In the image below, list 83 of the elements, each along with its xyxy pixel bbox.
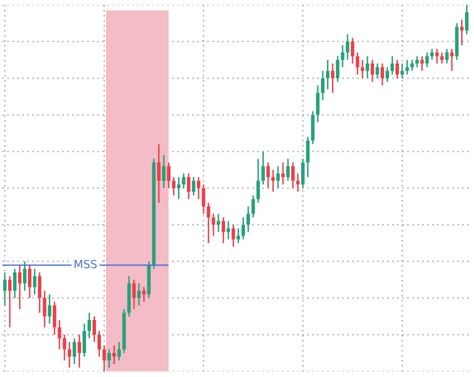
- candlestick: [256, 158, 260, 204]
- candlestick: [82, 323, 86, 358]
- candlestick: [236, 228, 240, 244]
- candlestick: [142, 286, 146, 302]
- candlestick: [22, 260, 26, 292]
- candlestick: [42, 290, 46, 328]
- candlestick: [440, 52, 444, 64]
- candlestick: [425, 52, 429, 68]
- candlestick: [32, 268, 36, 296]
- candlestick: [380, 62, 384, 86]
- candlestick: [38, 272, 42, 314]
- candlestick: [97, 330, 101, 358]
- candlestick: [162, 154, 166, 189]
- candlestick: [202, 184, 206, 214]
- candlestick: [117, 341, 121, 362]
- candlestick: [172, 176, 176, 196]
- candlestick: [450, 48, 454, 72]
- candlestick: [350, 37, 354, 64]
- candlestick: [192, 176, 196, 196]
- candlestick: [196, 176, 200, 200]
- candlestick: [8, 275, 12, 328]
- candlestick: [301, 158, 305, 189]
- candlestick: [376, 62, 380, 79]
- candlestick: [271, 169, 275, 192]
- candlestick: [400, 62, 404, 79]
- candlestick: [232, 224, 236, 248]
- candlestick: [286, 158, 290, 182]
- candlestick: [415, 56, 419, 68]
- candlestick: [410, 59, 414, 72]
- candlestick: [48, 294, 52, 324]
- candlestick: [62, 334, 66, 362]
- candlestick: [316, 84, 320, 123]
- candlestick: [340, 44, 344, 68]
- candlestick: [251, 194, 255, 218]
- candlestick: [390, 56, 394, 76]
- candlestick: [296, 172, 300, 192]
- candlestick: [52, 301, 56, 336]
- candlestick: [405, 59, 409, 76]
- candlestick: [360, 59, 364, 79]
- candlestick: [336, 56, 340, 83]
- ref-line-label: MSS: [74, 260, 97, 268]
- candlestick: [137, 282, 141, 306]
- candlestick: [78, 334, 82, 368]
- candlestick: [465, 4, 469, 35]
- candlestick: [72, 338, 76, 365]
- candlestick: [306, 136, 310, 178]
- candlestick: [88, 312, 92, 340]
- candlestick: [68, 341, 72, 368]
- candlestick: [167, 162, 170, 189]
- candlestick: [246, 206, 250, 233]
- candlestick: [346, 34, 350, 61]
- candlestick: [396, 59, 399, 79]
- candlestick: [460, 18, 464, 46]
- candlestick: [112, 345, 116, 365]
- candlestick: [222, 216, 226, 244]
- candlestick: [18, 264, 22, 310]
- candlestick: [216, 213, 220, 233]
- candlestick: [326, 59, 330, 90]
- candlestick: [420, 56, 424, 72]
- candlestick: [266, 162, 270, 189]
- candlestick: [176, 176, 180, 200]
- candlestick: [212, 213, 216, 236]
- candlestick: [276, 165, 280, 189]
- candlestick: [435, 48, 439, 64]
- candlestick: [107, 348, 111, 368]
- candlestick: [226, 220, 230, 240]
- candlestick: [386, 66, 390, 83]
- candlestick: [28, 264, 32, 299]
- candlestick: [321, 70, 324, 101]
- candlestick: [366, 56, 370, 79]
- candlestick: [242, 216, 246, 240]
- candlestick: [330, 62, 334, 94]
- candlestick: [182, 172, 186, 189]
- candlestick: [102, 345, 106, 372]
- candlestick: [157, 143, 161, 204]
- candlestick: [13, 268, 17, 299]
- candlestick: [445, 48, 449, 64]
- candlestick: [186, 172, 190, 200]
- candlestick: [92, 316, 96, 343]
- candlestick: [3, 272, 7, 306]
- candlestick: [291, 162, 295, 189]
- candlestick: [370, 59, 374, 83]
- candlestick: [261, 150, 265, 186]
